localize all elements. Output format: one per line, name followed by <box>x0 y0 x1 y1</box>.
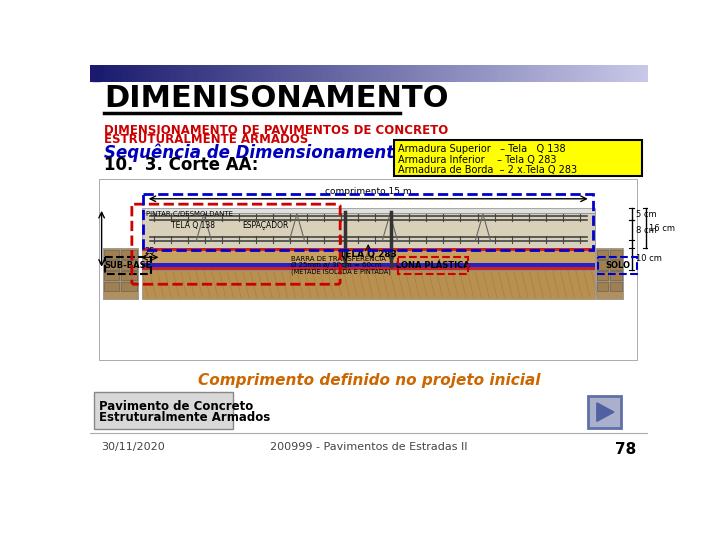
Bar <box>610 260 621 269</box>
Text: PINTAR C/DESMOLDANTE: PINTAR C/DESMOLDANTE <box>145 211 233 217</box>
Bar <box>121 271 137 280</box>
Bar <box>121 282 137 291</box>
Bar <box>142 208 595 213</box>
Text: DIMENISONAMENTO: DIMENISONAMENTO <box>104 84 449 112</box>
Text: 5 cm: 5 cm <box>636 210 656 219</box>
Bar <box>597 271 608 280</box>
Bar <box>142 267 595 269</box>
Bar <box>104 260 120 269</box>
Text: TELA Q 283: TELA Q 283 <box>339 251 397 259</box>
Text: BARRA DE TRANSFERÊNCIA: BARRA DE TRANSFERÊNCIA <box>291 256 386 262</box>
Bar <box>610 282 621 291</box>
Bar <box>596 248 624 299</box>
Text: 30/11/2020: 30/11/2020 <box>102 442 166 452</box>
Bar <box>597 282 608 291</box>
Bar <box>103 248 138 299</box>
Text: 200999 - Pavimentos de Estradas II: 200999 - Pavimentos de Estradas II <box>270 442 468 452</box>
Text: 10.  3. Corte AA:: 10. 3. Corte AA: <box>104 156 258 174</box>
Text: SUB-BASE: SUB-BASE <box>104 261 152 270</box>
Text: Ø 25mm ø/ 30cm = 60cm: Ø 25mm ø/ 30cm = 60cm <box>291 262 382 268</box>
Text: Armadura Superior   – Tela   Q 138: Armadura Superior – Tela Q 138 <box>397 144 565 154</box>
Bar <box>598 257 637 274</box>
Bar <box>92 75 100 81</box>
Bar <box>92 66 103 74</box>
Bar <box>104 271 120 280</box>
Text: (METADE ISOLADA E PINTADA): (METADE ISOLADA E PINTADA) <box>291 268 391 274</box>
Bar <box>142 248 595 269</box>
Bar <box>104 257 151 274</box>
Text: 16 cm: 16 cm <box>649 224 675 233</box>
Text: Pavimento de Concreto: Pavimento de Concreto <box>99 400 253 413</box>
Bar <box>597 249 608 259</box>
Text: 25: 25 <box>145 247 155 256</box>
Bar <box>610 249 621 259</box>
Text: 10 cm: 10 cm <box>636 254 662 264</box>
Text: Sequência de Dimensionamento:: Sequência de Dimensionamento: <box>104 143 412 162</box>
Bar <box>398 257 468 274</box>
Text: Armadura de Borda  – 2 x.Tela Q 283: Armadura de Borda – 2 x.Tela Q 283 <box>397 165 577 175</box>
Text: SOLO: SOLO <box>606 261 630 270</box>
Text: 8 cm: 8 cm <box>636 226 657 235</box>
Text: comprimento 15 m: comprimento 15 m <box>325 187 412 197</box>
Text: Armadura Inferior    – Tela Q 283: Armadura Inferior – Tela Q 283 <box>397 154 556 165</box>
Text: DIMENSIONAMENTO DE PAVIMENTOS DE CONCRETO: DIMENSIONAMENTO DE PAVIMENTOS DE CONCRET… <box>104 124 448 137</box>
Bar <box>143 194 593 249</box>
Text: ESPAÇADOR: ESPAÇADOR <box>243 221 289 230</box>
Bar <box>94 392 233 429</box>
Bar <box>121 260 137 269</box>
Bar <box>142 269 595 299</box>
Text: TELA Q 138: TELA Q 138 <box>171 221 215 230</box>
Bar <box>142 213 595 248</box>
Bar <box>121 249 137 259</box>
Text: LONA PLÁSTICA: LONA PLÁSTICA <box>397 261 470 270</box>
Bar <box>610 271 621 280</box>
Bar <box>394 140 642 176</box>
Text: 78: 78 <box>615 442 636 457</box>
Text: Comprimento definido no projeto inicial: Comprimento definido no projeto inicial <box>198 373 540 388</box>
Bar <box>597 260 608 269</box>
Bar <box>588 396 621 428</box>
Bar <box>142 248 595 251</box>
Bar <box>142 264 595 267</box>
Bar <box>99 179 637 360</box>
Text: ESTRUTURALMENTE ARMADOS: ESTRUTURALMENTE ARMADOS <box>104 133 308 146</box>
Bar <box>104 249 120 259</box>
Polygon shape <box>597 403 614 421</box>
Bar <box>104 282 120 291</box>
Text: Estruturalmente Armados: Estruturalmente Armados <box>99 411 271 424</box>
